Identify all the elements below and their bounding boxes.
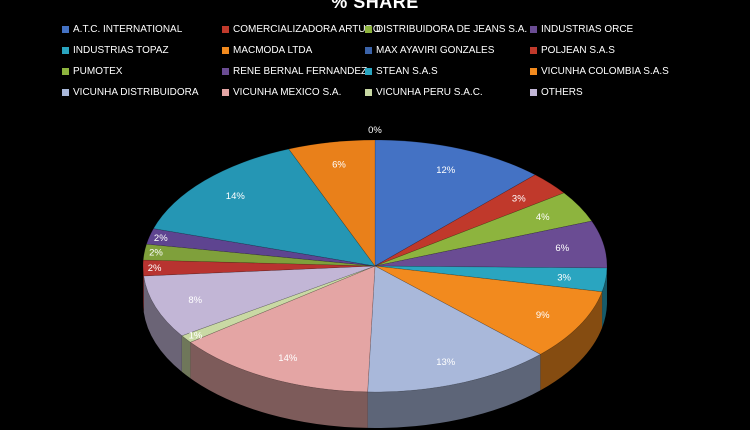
pie-slice xyxy=(374,265,603,355)
legend-item: RENE BERNAL FERNANDEZ xyxy=(222,64,367,78)
legend-swatch xyxy=(62,67,69,75)
legend-item: VICUNHA DISTRIBUIDORA xyxy=(62,85,199,99)
legend-swatch xyxy=(530,67,537,75)
pie-data-label: 4% xyxy=(536,212,550,223)
legend-label: RENE BERNAL FERNANDEZ xyxy=(233,65,368,77)
pie-slice-side xyxy=(190,342,368,428)
legend-label: VICUNHA COLOMBIA S.A.S xyxy=(541,65,669,77)
legend-label: MAX AYAVIRI GONZALES xyxy=(376,44,495,56)
chart-title: % SHARE xyxy=(331,0,419,12)
legend-label: DISTRIBUIDORA DE JEANS S.A. xyxy=(376,23,528,35)
pie-slice xyxy=(152,148,376,267)
legend-label: PUMOTEX xyxy=(73,65,123,77)
pie-data-label: 2% xyxy=(148,263,162,274)
pie-slice-side xyxy=(367,354,541,428)
pie-slice xyxy=(374,265,608,293)
pie-slice-side xyxy=(602,267,607,328)
legend-label: COMERCIALIZADORA ARTURO xyxy=(233,23,381,35)
legend-swatch xyxy=(530,88,537,96)
pie-slice xyxy=(146,228,376,267)
pie-data-label: 12% xyxy=(436,165,456,176)
legend-swatch xyxy=(222,25,229,33)
legend-item: VICUNHA PERU S.A.C. xyxy=(365,85,483,99)
legend-label: VICUNHA PERU S.A.C. xyxy=(376,86,483,98)
pie-data-label: 13% xyxy=(436,357,456,368)
legend-swatch xyxy=(365,46,372,54)
pie-slice xyxy=(142,259,376,277)
legend-label: INDUSTRIAS TOPAZ xyxy=(73,44,169,56)
pie-slice xyxy=(374,174,565,267)
pie-slice xyxy=(142,243,376,267)
legend-item: STEAN S.A.S xyxy=(365,64,438,78)
legend-item: DISTRIBUIDORA DE JEANS S.A. xyxy=(365,22,527,36)
legend-item: A.T.C. INTERNATIONAL xyxy=(62,22,182,36)
pie-slice-side xyxy=(181,335,191,379)
pie-slice xyxy=(288,139,376,267)
pie-slice-side xyxy=(143,275,182,372)
legend-label: MACMODA LTDA xyxy=(233,44,313,56)
legend-item: OTHERS xyxy=(530,85,583,99)
pie-slice-side xyxy=(540,291,603,391)
legend-item: COMERCIALIZADORA ARTURO xyxy=(222,22,381,36)
legend-swatch xyxy=(222,67,229,75)
legend-swatch xyxy=(222,88,229,96)
legend-label: VICUNHA DISTRIBUIDORA xyxy=(73,86,199,98)
pie-slice xyxy=(374,192,593,267)
pie-data-label: 3% xyxy=(512,193,526,204)
legend-label: POLJEAN S.A.S xyxy=(541,44,615,56)
legend-swatch xyxy=(62,25,69,33)
legend-item: POLJEAN S.A.S xyxy=(530,43,615,57)
legend-item: INDUSTRIAS TOPAZ xyxy=(62,43,169,57)
pie-data-labels: 12% 3% 4% 6% 3% 9% 13% 14% 1% 8% 0% 2% 2% 2% 14% 6% xyxy=(148,125,572,368)
pie-slice xyxy=(374,139,536,267)
pie-data-label: 1% xyxy=(189,330,203,341)
legend-item: VICUNHA COLOMBIA S.A.S xyxy=(530,64,669,78)
legend-label: OTHERS xyxy=(541,86,583,98)
pie-slice xyxy=(189,265,376,393)
legend-swatch xyxy=(222,46,229,54)
legend-swatch xyxy=(530,46,537,54)
pie-data-label: 14% xyxy=(278,353,298,364)
legend-swatch xyxy=(365,67,372,75)
legend-label: VICUNHA MEXICO S.A. xyxy=(233,86,342,98)
legend-item: MAX AYAVIRI GONZALES xyxy=(365,43,494,57)
legend-item: INDUSTRIAS ORCE xyxy=(530,22,633,36)
pie-slice-side xyxy=(143,266,144,312)
legend-swatch xyxy=(530,25,537,33)
pie-slice xyxy=(181,265,376,343)
legend-swatch xyxy=(62,88,69,96)
legend-label: INDUSTRIAS ORCE xyxy=(541,23,634,35)
pie-slice xyxy=(143,265,376,337)
pie-data-label: 9% xyxy=(536,310,550,321)
legend-label: STEAN S.A.S xyxy=(376,65,438,77)
pie-side-walls xyxy=(143,266,607,428)
pie-slice xyxy=(367,265,541,393)
legend-swatch xyxy=(62,46,69,54)
pie-data-label: 3% xyxy=(557,273,571,284)
pie-data-label: 6% xyxy=(555,243,569,254)
pie-data-label: 14% xyxy=(226,191,246,202)
legend-item: MACMODA LTDA xyxy=(222,43,312,57)
legend-swatch xyxy=(365,25,372,33)
pie-data-label: 8% xyxy=(188,295,202,306)
legend-item: VICUNHA MEXICO S.A. xyxy=(222,85,341,99)
pie-slices xyxy=(142,139,608,393)
pie-data-label: 2% xyxy=(154,233,168,244)
pie-data-label: 6% xyxy=(332,160,346,171)
legend-item: PUMOTEX xyxy=(62,64,122,78)
legend-label: A.T.C. INTERNATIONAL xyxy=(73,23,183,35)
pie-data-label: 2% xyxy=(149,248,163,259)
pie-slice xyxy=(374,220,608,269)
legend-swatch xyxy=(365,88,372,96)
pie-data-label: 0% xyxy=(368,125,382,136)
